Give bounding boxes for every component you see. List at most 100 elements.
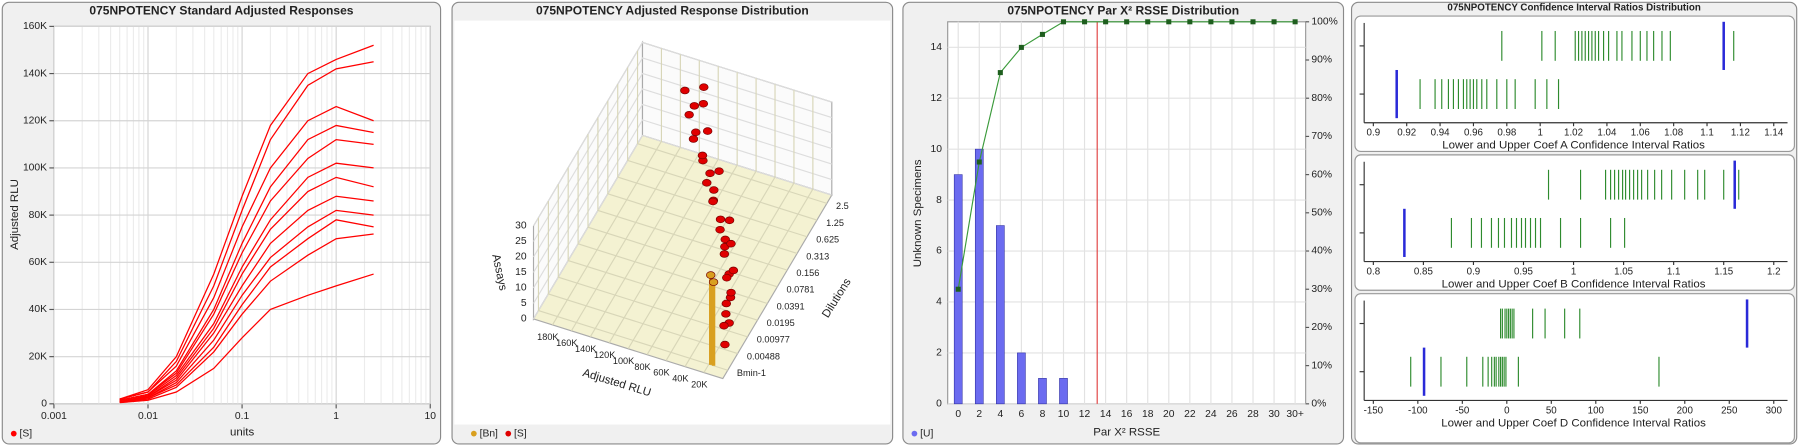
grid-line [608, 66, 719, 344]
line-marker [1271, 19, 1277, 25]
y-tick-label: 2 [936, 348, 942, 359]
x-tick-label: 1 [1571, 266, 1576, 277]
x-tick-label: 8 [1040, 409, 1046, 420]
point [698, 99, 709, 108]
line-marker [1166, 19, 1172, 25]
category-grid-line [567, 167, 758, 321]
z-tick-label: 25 [515, 236, 527, 247]
y-tick-label: 0.0391 [777, 301, 805, 311]
grid-line [533, 41, 832, 227]
category-grid-line [557, 184, 748, 338]
x-tick-label: 1.05 [1614, 266, 1634, 277]
data-line [119, 233, 374, 403]
line-marker [1208, 19, 1214, 25]
x-axis-title: Lower and Upper Coef A Confidence Interv… [1442, 140, 1705, 152]
grid-line [551, 48, 663, 326]
x-tick-label: 0.85 [1414, 266, 1434, 277]
z-tick-label: 30 [515, 221, 527, 232]
category-grid-line [636, 50, 828, 204]
y2-tick-label: 70% [1311, 131, 1332, 142]
x-tick-label: 0 [1504, 405, 1510, 416]
y-tick-label: 12 [930, 93, 942, 104]
chart-title: 075NPOTENCY Adjusted Response Distributi… [536, 4, 809, 18]
y-tick-label: 4 [936, 297, 942, 308]
x-axis-title: Lower and Upper Coef D Confidence Interv… [1441, 417, 1706, 429]
x-tick-label: 1.1 [1700, 128, 1714, 139]
data-line [119, 162, 374, 403]
y2-tick-label: 100% [1311, 17, 1337, 28]
y-tick-label: 1.25 [826, 218, 844, 228]
data-line [119, 176, 374, 403]
y-axis-title: Adjusted RLU [9, 179, 21, 250]
x-tick-label: 100 [1588, 405, 1605, 416]
point [697, 151, 708, 160]
y2-tick-label: 90% [1311, 55, 1332, 66]
x-tick-label: 1 [1537, 128, 1542, 139]
y-tick-label: Bmin-1 [737, 368, 766, 378]
grid-line [533, 57, 832, 242]
point [705, 169, 715, 178]
point [726, 239, 736, 248]
data-line [119, 273, 374, 404]
y-tick-label: 10 [930, 144, 942, 155]
x-axis-title: Par X² RSSE [1093, 427, 1160, 439]
x-tick-label: 28 [1247, 409, 1259, 420]
x-tick-label: 250 [1721, 405, 1738, 416]
line-marker [1229, 19, 1235, 25]
z-tick-label: 0 [521, 314, 527, 325]
point [708, 278, 719, 286]
legend-swatch [911, 430, 918, 437]
x-tick-label: 0 [955, 409, 961, 420]
grid-line [533, 134, 832, 320]
grid-line [646, 78, 757, 356]
legend-label: [S] [20, 428, 33, 439]
legend-label: [Bn] [480, 428, 498, 439]
line-marker [1039, 31, 1045, 37]
grid-line [684, 90, 795, 367]
x-tick-label: 40K [672, 374, 688, 384]
grid-line [533, 72, 832, 258]
y-tick-label: 6 [936, 246, 942, 257]
x-tick-label: -50 [1455, 405, 1470, 416]
point [691, 128, 701, 137]
y-tick-label: 0.0781 [786, 285, 814, 295]
x-tick-label: 20K [691, 380, 707, 390]
line-marker [1250, 19, 1256, 25]
data-line [119, 61, 374, 400]
y2-tick-label: 20% [1311, 322, 1332, 333]
x-tick-label: 0.98 [1497, 128, 1516, 139]
y2-tick-label: 0% [1311, 399, 1326, 410]
y-tick-label: 0.0195 [767, 318, 795, 328]
x-tick-label: 10 [1058, 409, 1070, 420]
line-marker [997, 70, 1003, 76]
x-tick-label: 12 [1079, 409, 1091, 420]
y-tick-label: 0 [41, 399, 47, 410]
grid-line [533, 103, 832, 289]
grid-line [703, 96, 814, 373]
line-marker [955, 286, 961, 292]
y-tick-label: 0.00977 [757, 335, 790, 345]
bar [1017, 352, 1026, 405]
y-tick-label: 0.00488 [747, 351, 780, 361]
line-marker [976, 159, 982, 165]
y-tick-label: 100K [23, 163, 47, 174]
x-tick-label: 14 [1100, 409, 1112, 420]
point [719, 321, 729, 330]
point [726, 288, 736, 297]
x-tick-label: 18 [1142, 409, 1154, 420]
y-tick-label: 80K [29, 210, 47, 221]
x-tick-label: 30+ [1286, 409, 1304, 420]
point [709, 186, 719, 194]
x-tick-label: 1.14 [1764, 128, 1784, 139]
x-tick-label: 0.96 [1464, 128, 1483, 139]
category-grid-line [537, 217, 728, 371]
x-tick-label: 0.95 [1514, 266, 1534, 277]
point [708, 197, 718, 206]
y-tick-label: 20K [29, 351, 47, 362]
grid-line [665, 84, 776, 361]
z-tick-label: 5 [521, 298, 527, 309]
x-tick-label: 10 [425, 411, 437, 422]
x-tick-label: 0.9 [1367, 128, 1381, 139]
x-tick-label: 0.9 [1467, 266, 1481, 277]
category-grid-line [547, 200, 738, 355]
